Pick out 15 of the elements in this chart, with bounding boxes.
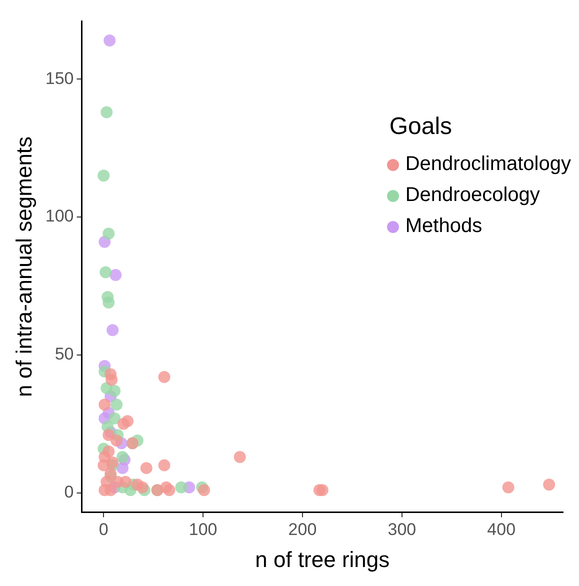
y-tick-label: 0: [64, 482, 74, 502]
x-tick-label: 400: [487, 520, 516, 540]
x-axis-title: n of tree rings: [255, 546, 390, 572]
x-tick-label: 300: [388, 520, 416, 540]
x-tick-label: 200: [288, 520, 317, 540]
y-axis-title: n of intra-annual segments: [11, 136, 36, 397]
legend-label: Dendroecology: [405, 184, 540, 207]
legend-title: Goals: [389, 113, 454, 141]
y-tick-label: 50: [54, 344, 74, 364]
x-tick-label: 100: [188, 520, 218, 540]
y-tick-label: 100: [45, 206, 74, 226]
legend-label: Methods: [405, 215, 482, 238]
x-tick-label: 0: [98, 520, 108, 540]
legend-label: Dendroclimatology: [405, 153, 571, 176]
y-tick-label: 150: [45, 68, 74, 88]
